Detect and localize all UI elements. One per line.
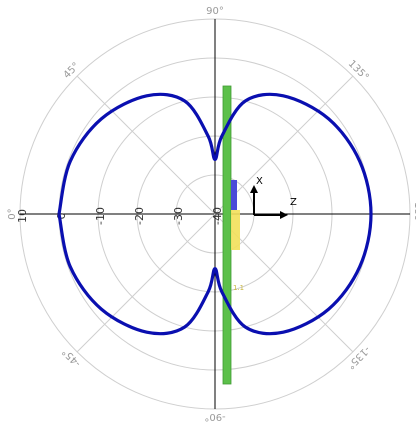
- polar-grid: [19, 18, 411, 410]
- grid-spoke: [76, 75, 216, 215]
- radial-tick-label: -10: [94, 207, 107, 225]
- z-axis-arrowhead: [280, 211, 288, 219]
- x-axis-arrowhead: [250, 185, 258, 193]
- radial-tick-label: -20: [133, 207, 146, 225]
- pattern-line: [57, 92, 373, 336]
- radial-tick-label: -40: [211, 207, 224, 225]
- grid-spoke: [214, 75, 354, 215]
- angle-tick-label: 0°: [7, 208, 18, 219]
- z-axis-label: Z: [290, 197, 297, 208]
- feed-top-block: [231, 180, 237, 210]
- angle-tick-label: 180°: [412, 202, 416, 226]
- angle-tick-label: 90°: [206, 6, 224, 17]
- radiation-pattern-series: [57, 92, 373, 336]
- angle-tick-label: -90°: [204, 411, 225, 422]
- radial-tick-label: -30: [172, 207, 185, 225]
- radial-tick-label: 10: [16, 209, 29, 223]
- radial-tick-label: 0: [55, 213, 68, 220]
- grid-spoke: [76, 213, 216, 353]
- model-label: 1.1: [233, 284, 244, 292]
- radial-tick-labels: 10 0 -10 -20 -30 -40: [16, 207, 224, 225]
- x-axis-label: X: [256, 176, 263, 187]
- antenna-model: 1.1: [222, 85, 244, 385]
- coordinate-axes-gizmo: X Z: [250, 176, 297, 219]
- feed-bottom-block: [231, 210, 240, 250]
